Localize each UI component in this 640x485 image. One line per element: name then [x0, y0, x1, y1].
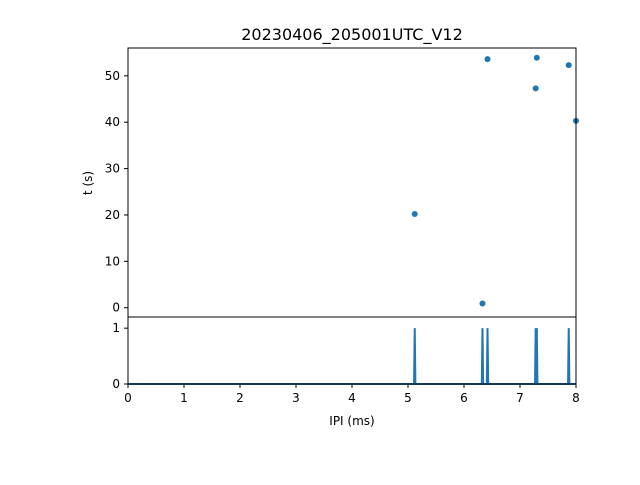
bottom-histogram-panel: 0 1 2 3 4 5 6 7 8 0 1	[112, 321, 579, 405]
bottom-y-tick-label: 0	[112, 377, 120, 391]
top-y-tick-label: 40	[105, 115, 120, 129]
bottom-x-tick-label: 6	[460, 391, 468, 405]
bottom-x-tick-label: 3	[292, 391, 300, 405]
scatter-point	[532, 85, 539, 92]
scatter-point	[411, 211, 418, 218]
top-y-tick-label: 10	[105, 254, 120, 268]
top-y-axis-label: t (s)	[81, 171, 95, 195]
bottom-x-tick-label: 5	[404, 391, 412, 405]
scatter-point	[484, 56, 491, 63]
bottom-x-tick-label: 1	[180, 391, 188, 405]
scatter-point	[565, 62, 572, 69]
bottom-x-tick-label: 2	[236, 391, 244, 405]
top-y-tick-label: 30	[105, 162, 120, 176]
histogram-series-line	[128, 328, 576, 385]
bottom-x-axis-label: IPI (ms)	[329, 414, 374, 428]
bottom-x-tick-label: 7	[516, 391, 524, 405]
bottom-y-tick-label: 1	[112, 321, 120, 335]
scatter-point	[533, 54, 540, 61]
top-y-tick-label: 50	[105, 69, 120, 83]
bottom-axes-frame	[127, 316, 577, 385]
top-y-tick-label: 0	[112, 301, 120, 315]
top-y-tick-label: 20	[105, 208, 120, 222]
bottom-x-tick-label: 8	[572, 391, 580, 405]
scatter-point	[479, 300, 486, 307]
chart-title: 20230406_205001UTC_V12	[241, 25, 463, 45]
bottom-x-tick-label: 4	[348, 391, 356, 405]
top-axes-frame	[127, 47, 577, 318]
top-scatter-panel: 0 10 20 30 40 50	[105, 54, 579, 315]
bottom-x-tick-label: 0	[124, 391, 132, 405]
